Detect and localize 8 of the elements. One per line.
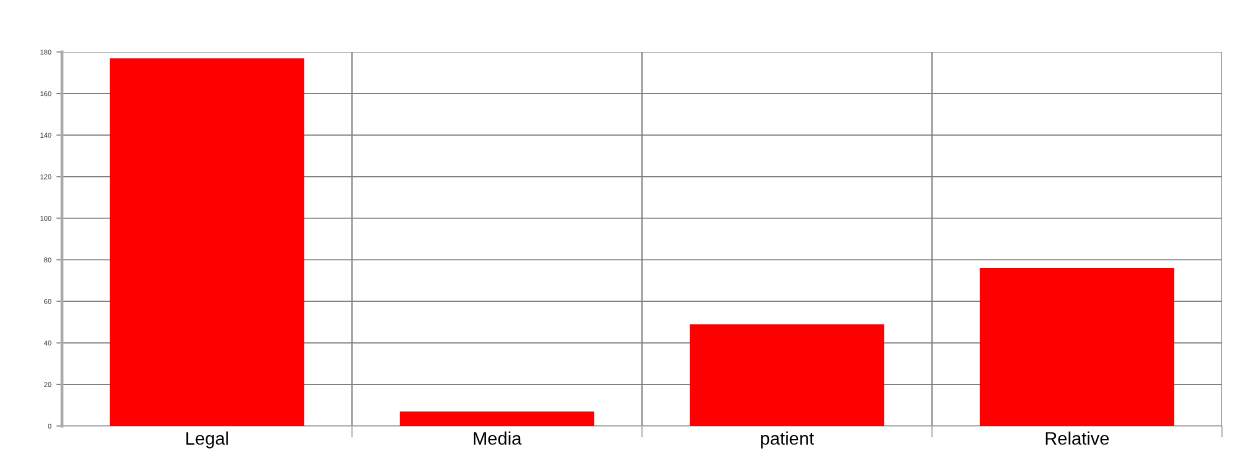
x-tick-label: Relative bbox=[1045, 431, 1109, 445]
x-tick-label: Legal bbox=[186, 431, 228, 449]
bar bbox=[979, 268, 1175, 426]
x-tick-label: Media bbox=[473, 431, 522, 445]
bar bbox=[109, 58, 305, 426]
bar bbox=[689, 324, 885, 426]
x-tick-label: patient bbox=[761, 431, 814, 449]
bar bbox=[399, 411, 595, 426]
